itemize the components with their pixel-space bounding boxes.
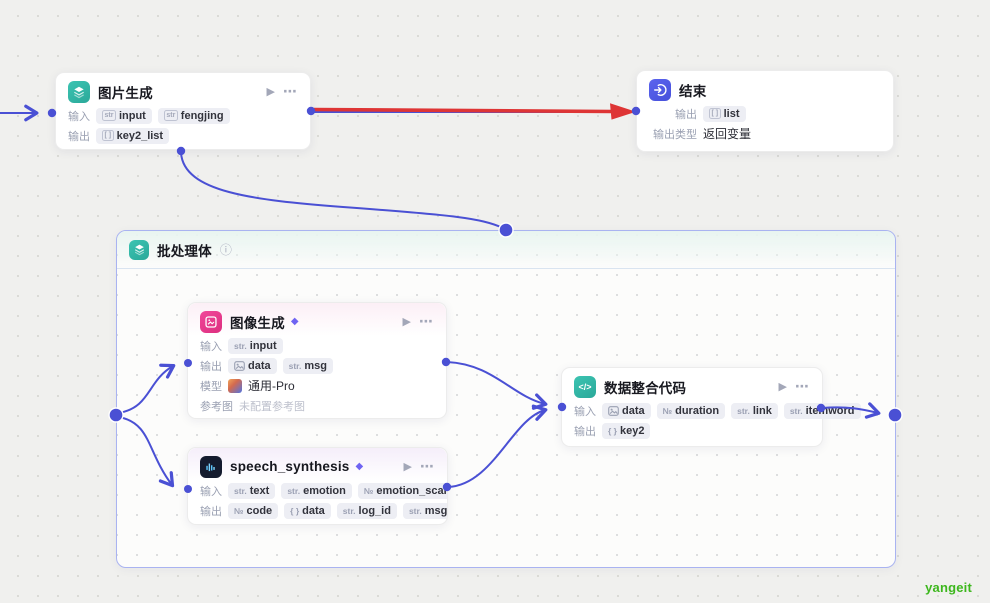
port-batch-right [887,407,903,423]
node-data-code[interactable]: </> 数据整合代码 ▶ ⋯ 输入 data № duration str. lin… [561,367,861,447]
run-node-button[interactable]: ▶ [266,86,275,98]
output-row: 输出 [ ] key2_list [56,126,310,145]
port-image-gen-outer-out [306,106,316,116]
param-tag[interactable]: { } key2 [602,422,651,439]
edge-batch-to-speech[interactable] [118,416,175,488]
port-code-out [816,403,826,413]
param-tag[interactable]: № emotion_scale [357,482,447,499]
run-node-button[interactable]: ▶ [403,461,412,473]
node-image-gen-outer[interactable]: 图片生成 ▶ ⋯ 输入 str input str fengjing 输出 [ ] k… [55,72,311,150]
node-header: </> 数据整合代码 ▶ ⋯ [562,368,822,401]
param-tag[interactable]: № duration [656,402,726,419]
output-row: 输出 data str. msg [188,356,446,375]
node-title: 图片生成 [98,85,153,101]
input-row: 输入 str input str fengjing [56,106,310,125]
input-row: 输入 str. input [188,336,446,355]
output-type-row: 输出类型 返回变量 [653,127,752,141]
output-row: 输出 [ ] list [637,104,893,123]
node-end[interactable]: 结束 输出 [ ] list 输出类型 返回变量 [636,70,894,152]
edge-speech-to-code[interactable] [447,404,548,488]
node-menu-button[interactable]: ⋯ [795,378,810,394]
info-icon[interactable]: ⓘ [219,243,232,257]
edge-code-to-batch-out[interactable] [821,402,881,419]
port-image-gen-outer-bottom [176,146,186,156]
node-image-gen-inner[interactable]: 图像生成 ◆ ▶ ⋯ 输入 str. input 输出 data str. msg … [187,302,447,419]
image-gen-icon [200,310,222,333]
param-tag[interactable]: str fengjing [157,107,230,124]
layers-icon [129,239,149,260]
port-image-gen-outer-in [47,108,57,118]
param-tag[interactable]: { } data [284,502,331,519]
node-speech-synthesis[interactable]: speech_synthesis ◆ ▶ ⋯ 输入 str. text str. e… [187,447,448,525]
param-tag[interactable]: str. log_id [336,502,397,519]
node-batch-container[interactable]: 批处理体 ⓘ 图像生成 ◆ ▶ ⋯ 输入 str. input 输出 data s… [116,230,896,568]
node-menu-button[interactable]: ⋯ [420,458,435,474]
node-title: 图像生成 [230,315,285,331]
node-title: 数据整合代码 [604,380,687,396]
node-header: 图片生成 ▶ ⋯ [56,73,310,106]
edge-image-gen-to-batch[interactable] [180,152,504,229]
yangeit-logo: yangeit [925,580,972,595]
port-image-gen-inner-out [441,357,451,367]
param-tag[interactable]: str. text [228,482,276,499]
reference-value: 未配置参考图 [239,400,305,413]
param-tag[interactable]: str. msg [282,357,334,374]
port-end-in [631,106,641,116]
output-row: 输出 { } key2 [562,421,822,440]
edge-image-gen-inner-to-code[interactable] [446,361,548,410]
layers-icon [68,80,90,103]
node-ports[interactable] [47,106,826,493]
node-header: speech_synthesis ◆ ▶ ⋯ [188,448,447,481]
gem-icon: ◆ [355,461,364,472]
model-avatar [228,378,242,393]
end-icon [649,78,671,101]
param-tag[interactable]: str. emotion [281,482,352,499]
output-row: 输出 № code { } data str. log_id str. msg [188,501,447,520]
edge-batch-to-image-gen-inner[interactable] [118,363,176,414]
output-type-value: 返回变量 [703,127,752,141]
port-speech-in [184,485,192,493]
image-type-icon [608,405,619,416]
model-row: 模型 通用-Pro [200,378,295,393]
param-tag[interactable]: str input [96,107,152,124]
node-menu-button[interactable]: ⋯ [419,313,434,329]
param-tag[interactable]: № code [228,502,279,519]
port-image-gen-inner-in [184,359,192,367]
code-icon: </> [574,375,596,398]
node-title: 结束 [679,83,707,99]
param-tag[interactable]: str. input [228,337,283,354]
param-tag[interactable]: str. msg [402,502,447,519]
node-title: speech_synthesis [230,459,350,474]
node-header: 图像生成 ◆ ▶ ⋯ [188,303,446,336]
port-speech-out [442,482,452,492]
reference-row: 参考图 未配置参考图 [188,396,446,415]
input-row: 输入 data № duration str. link str. itemword [562,401,861,420]
port-code-in [557,402,567,412]
param-tag[interactable]: data [228,357,277,374]
param-tag[interactable]: data [602,402,651,419]
image-type-icon [234,360,245,371]
batch-ports[interactable] [108,222,903,423]
run-node-button[interactable]: ▶ [778,381,787,393]
port-batch-left [108,407,124,423]
gem-icon: ◆ [290,316,299,327]
node-menu-button[interactable]: ⋯ [283,83,298,99]
param-tag[interactable]: [ ] key2_list [96,127,170,144]
waveform-icon [200,455,222,478]
port-batch-top [498,222,514,238]
node-header: 结束 [637,71,893,104]
batch-title: 批处理体 [157,243,212,259]
model-value: 通用-Pro [248,379,295,393]
param-tag[interactable]: [ ] list [703,105,746,122]
run-node-button[interactable]: ▶ [402,316,411,328]
param-tag[interactable]: str. link [731,402,778,419]
